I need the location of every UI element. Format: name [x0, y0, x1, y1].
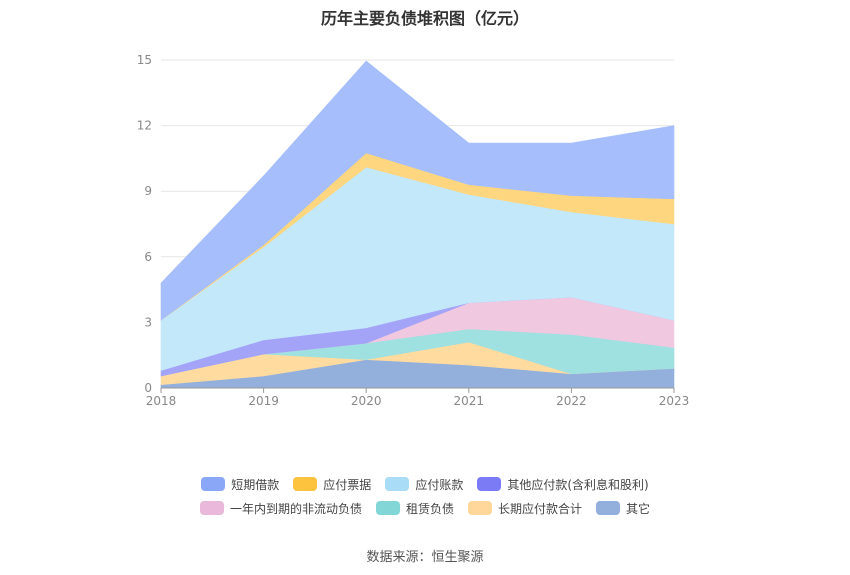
legend-item[interactable]: 其它 [596, 500, 650, 517]
legend-item[interactable]: 应付账款 [385, 476, 463, 493]
legend-swatch [468, 501, 492, 515]
legend-swatch [596, 501, 621, 515]
x-tick-label: 2023 [659, 394, 690, 408]
x-tick-label: 2021 [454, 394, 485, 408]
x-tick-label: 2018 [146, 394, 177, 408]
y-tick-label: 6 [144, 250, 152, 264]
legend-row-1: 短期借款 应付票据 应付账款 其他应付款(含利息和股利) [0, 472, 850, 496]
legend-swatch [199, 501, 224, 515]
y-tick-label: 9 [144, 184, 152, 198]
legend-swatch [201, 477, 226, 491]
legend-item[interactable]: 其他应付款(含利息和股利) [477, 476, 649, 493]
y-tick-label: 12 [137, 119, 152, 133]
legend-item[interactable]: 短期借款 [201, 476, 279, 493]
x-tick-label: 2020 [351, 394, 382, 408]
legend-swatch [375, 501, 400, 515]
legend-row-2: 一年内到期的非流动负债 租赁负债 长期应付款合计 其它 [0, 496, 850, 520]
legend-label: 短期借款 [231, 477, 280, 492]
data-source-note: 数据来源：恒生聚源 [366, 550, 484, 565]
y-tick-label: 15 [137, 53, 152, 67]
legend-swatch [477, 477, 502, 491]
legend-item[interactable]: 一年内到期的非流动负债 [199, 500, 362, 517]
legend-label: 租赁负债 [405, 501, 454, 516]
legend-item[interactable]: 应付票据 [293, 476, 371, 493]
legend-label: 长期应付款合计 [498, 501, 583, 516]
legend-label: 其他应付款(含利息和股利) [507, 477, 649, 492]
area-series [160, 60, 675, 321]
chart-legend: 短期借款 应付票据 应付账款 其他应付款(含利息和股利) 一年内到期的非流动负债… [0, 472, 850, 520]
legend-swatch [385, 477, 410, 491]
legend-label: 其它 [626, 501, 651, 516]
legend-label: 应付票据 [323, 477, 372, 492]
chart-title: 历年主要负债堆积图（亿元） [320, 9, 529, 28]
x-tick-label: 2019 [248, 394, 279, 408]
legend-label: 一年内到期的非流动负债 [229, 501, 362, 516]
legend-item[interactable]: 长期应付款合计 [468, 500, 582, 517]
legend-swatch [293, 477, 318, 491]
y-tick-label: 3 [144, 315, 152, 329]
x-tick-label: 2022 [556, 394, 587, 408]
legend-label: 应付账款 [415, 477, 464, 492]
legend-item[interactable]: 租赁负债 [375, 500, 454, 517]
y-tick-label: 0 [144, 381, 152, 395]
